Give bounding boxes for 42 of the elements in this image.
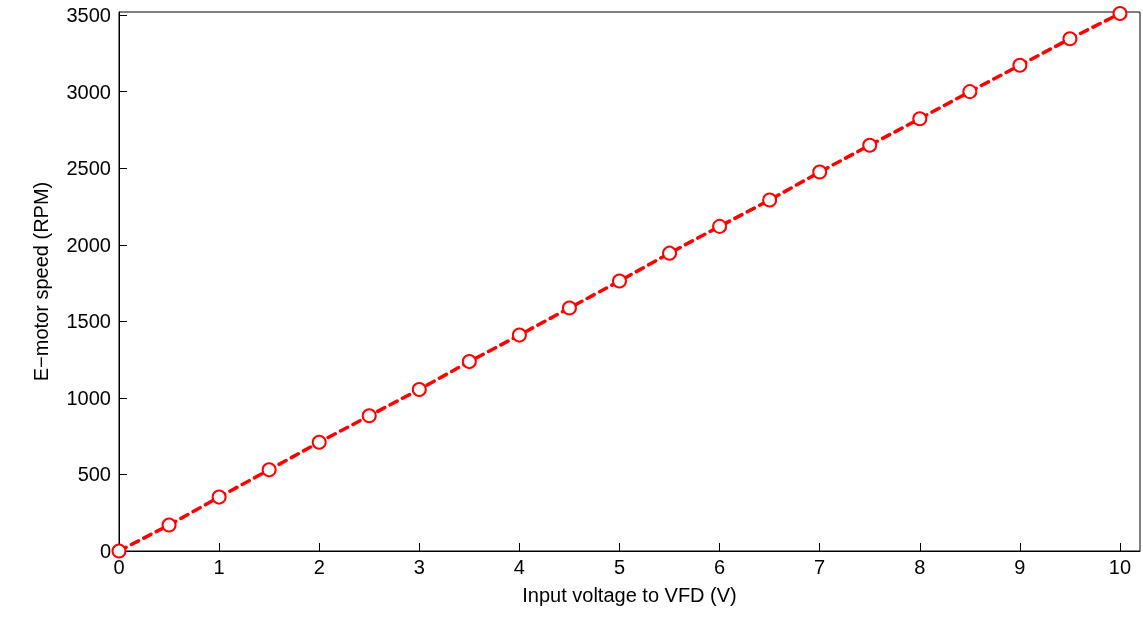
point (762, 192, 778, 208)
point (111, 543, 127, 559)
x-tick-label: 3 (413, 556, 425, 578)
point (261, 462, 277, 478)
y-tick-label: 1500 (66, 310, 111, 333)
point (1112, 6, 1128, 22)
point (461, 354, 477, 370)
point (1062, 31, 1078, 47)
point (211, 489, 227, 505)
x-tick-label: 1 (213, 556, 225, 578)
point (161, 517, 177, 533)
point (561, 300, 577, 316)
y-tick-label: 500 (77, 463, 111, 486)
point (912, 111, 928, 127)
point (712, 218, 728, 234)
point (962, 84, 978, 100)
y-tick-label: 1000 (66, 386, 111, 409)
point (862, 137, 878, 153)
x-tick-label: 9 (1014, 556, 1026, 578)
y-tick-label: 2500 (66, 157, 111, 180)
x-tick-label: 4 (513, 556, 525, 578)
y-tick-label: 0 (99, 540, 111, 562)
point (411, 381, 427, 397)
y-tick-label: 3500 (66, 4, 111, 27)
point (511, 327, 527, 343)
point (812, 164, 828, 180)
x-tick-label: 8 (914, 556, 926, 578)
point (612, 273, 627, 289)
point (662, 245, 678, 261)
y-axis-title: E−motor speed (RPM) (30, 181, 52, 382)
x-axis-title: Input voltage to VFD (V) (522, 584, 737, 606)
x-tick-label: 6 (714, 556, 726, 578)
point (361, 408, 377, 424)
y-tick-label: 2000 (66, 233, 111, 256)
point (1012, 57, 1028, 73)
x-tick-label: 5 (613, 556, 626, 578)
x-tick-label: 0 (113, 556, 125, 578)
point (311, 434, 327, 450)
x-tick-label: 7 (814, 556, 826, 578)
y-tick-label: 3000 (66, 80, 111, 103)
x-tick-label: 10 (1108, 556, 1132, 578)
x-tick-label: 2 (313, 556, 325, 578)
